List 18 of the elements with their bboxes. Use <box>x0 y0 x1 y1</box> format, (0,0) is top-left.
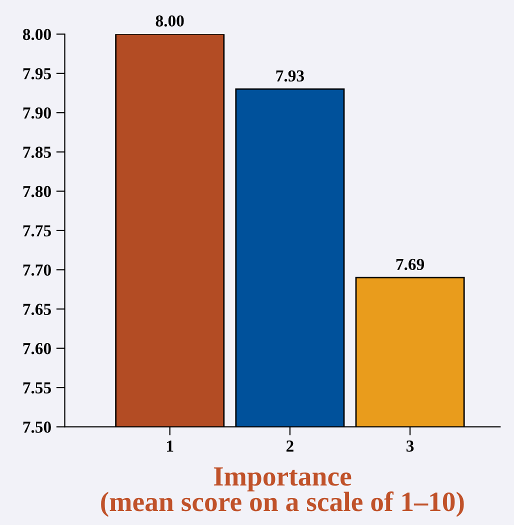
y-tick-label: 7.60 <box>23 342 51 354</box>
y-tick-label: 7.80 <box>23 186 51 198</box>
y-tick-label: 7.90 <box>23 107 51 119</box>
x-tick-label: 2 <box>286 440 294 452</box>
data-label: 7.69 <box>396 258 424 270</box>
data-label: 7.93 <box>276 70 304 82</box>
y-tick-label: 7.70 <box>23 264 51 276</box>
y-tick-label: 7.65 <box>23 304 51 316</box>
y-tick-label: 7.85 <box>23 146 51 158</box>
x-tick-label: 3 <box>406 440 414 452</box>
y-tick-label: 7.75 <box>23 225 51 236</box>
y-tick-label: 7.50 <box>23 422 51 433</box>
data-label: 8.00 <box>156 15 184 27</box>
y-tick-label: 7.95 <box>23 68 51 80</box>
x-tick-label: 1 <box>167 440 174 452</box>
x-axis-title: Importance (mean score on a scale of 1–10) <box>101 467 464 517</box>
y-tick-label: 7.55 <box>23 382 51 394</box>
y-tick-label: 8.00 <box>22 28 51 40</box>
